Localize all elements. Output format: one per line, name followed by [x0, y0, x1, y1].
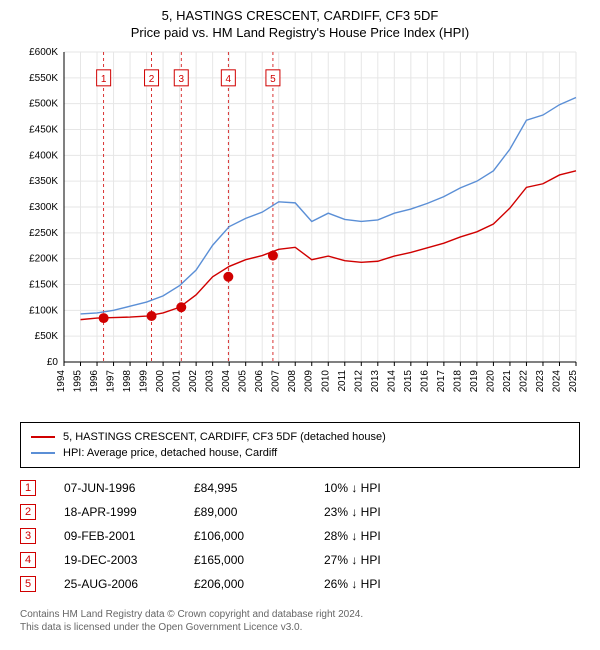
svg-text:2023: 2023 — [535, 370, 546, 393]
svg-text:£450K: £450K — [29, 125, 58, 136]
legend-label: HPI: Average price, detached house, Card… — [63, 447, 277, 459]
transaction-row: 1 07-JUN-1996£84,99510% ↓ HPI — [20, 476, 580, 500]
svg-text:2017: 2017 — [436, 370, 447, 393]
svg-text:2013: 2013 — [370, 370, 381, 393]
svg-text:4: 4 — [226, 74, 232, 85]
svg-text:2003: 2003 — [205, 370, 216, 393]
svg-text:£50K: £50K — [35, 331, 59, 342]
svg-text:1997: 1997 — [106, 370, 117, 393]
svg-text:2015: 2015 — [403, 370, 414, 393]
chart-title-block: 5, HASTINGS CRESCENT, CARDIFF, CF3 5DF P… — [8, 8, 592, 40]
svg-text:£200K: £200K — [29, 254, 58, 265]
legend-row: 5, HASTINGS CRESCENT, CARDIFF, CF3 5DF (… — [31, 429, 569, 445]
svg-text:5: 5 — [270, 74, 276, 85]
transaction-price: £84,995 — [194, 481, 324, 495]
svg-text:£500K: £500K — [29, 99, 58, 110]
transaction-table: 1 07-JUN-1996£84,99510% ↓ HPI 2 18-APR-1999… — [20, 476, 580, 596]
transaction-date: 18-APR-1999 — [64, 505, 194, 519]
title-address: 5, HASTINGS CRESCENT, CARDIFF, CF3 5DF — [8, 8, 592, 23]
transaction-price: £165,000 — [194, 553, 324, 567]
svg-text:£100K: £100K — [29, 305, 58, 316]
transaction-marker: 5 — [20, 576, 36, 592]
svg-text:1998: 1998 — [122, 370, 133, 393]
svg-text:2007: 2007 — [271, 370, 282, 393]
svg-text:2006: 2006 — [254, 370, 265, 393]
svg-text:2024: 2024 — [551, 370, 562, 393]
svg-text:2022: 2022 — [518, 370, 529, 393]
svg-text:1994: 1994 — [56, 370, 67, 393]
svg-text:£600K: £600K — [29, 47, 58, 58]
svg-text:1995: 1995 — [73, 370, 84, 393]
title-subtitle: Price paid vs. HM Land Registry's House … — [8, 25, 592, 40]
svg-text:1: 1 — [101, 74, 107, 85]
transaction-row: 4 19-DEC-2003£165,00027% ↓ HPI — [20, 548, 580, 572]
svg-text:2016: 2016 — [419, 370, 430, 393]
transaction-marker: 3 — [20, 528, 36, 544]
svg-text:£250K: £250K — [29, 228, 58, 239]
svg-text:2004: 2004 — [221, 370, 232, 393]
svg-text:2001: 2001 — [172, 370, 183, 393]
transaction-price: £106,000 — [194, 529, 324, 543]
chart-area: £0 £50K £100K £150K £200K £250K £300K £350K £400… — [20, 44, 580, 414]
transaction-diff: 10% ↓ HPI — [324, 481, 444, 495]
line-chart: £0 £50K £100K £150K £200K £250K £300K £350K £400… — [20, 44, 580, 414]
legend-row: HPI: Average price, detached house, Card… — [31, 445, 569, 461]
svg-text:£350K: £350K — [29, 176, 58, 187]
svg-text:£400K: £400K — [29, 150, 58, 161]
footer-line1: Contains HM Land Registry data © Crown c… — [20, 608, 580, 621]
svg-text:2018: 2018 — [452, 370, 463, 393]
transaction-marker: 4 — [20, 552, 36, 568]
svg-text:3: 3 — [178, 74, 184, 85]
svg-text:2008: 2008 — [287, 370, 298, 393]
svg-text:2025: 2025 — [568, 370, 579, 393]
transaction-diff: 28% ↓ HPI — [324, 529, 444, 543]
svg-text:2020: 2020 — [485, 370, 496, 393]
transaction-date: 07-JUN-1996 — [64, 481, 194, 495]
svg-text:2021: 2021 — [502, 370, 513, 393]
svg-text:2019: 2019 — [469, 370, 480, 393]
svg-text:2005: 2005 — [238, 370, 249, 393]
transaction-date: 25-AUG-2006 — [64, 577, 194, 591]
footer-attribution: Contains HM Land Registry data © Crown c… — [20, 608, 580, 634]
legend-label: 5, HASTINGS CRESCENT, CARDIFF, CF3 5DF (… — [63, 431, 386, 443]
svg-text:2010: 2010 — [320, 370, 331, 393]
transaction-row: 3 09-FEB-2001£106,00028% ↓ HPI — [20, 524, 580, 548]
svg-text:2002: 2002 — [188, 370, 199, 393]
svg-text:1996: 1996 — [89, 370, 100, 393]
legend-swatch — [31, 452, 55, 454]
footer-line2: This data is licensed under the Open Gov… — [20, 621, 580, 634]
transaction-row: 5 25-AUG-2006£206,00026% ↓ HPI — [20, 572, 580, 596]
svg-text:2014: 2014 — [386, 370, 397, 393]
svg-text:2: 2 — [149, 74, 155, 85]
transaction-marker: 1 — [20, 480, 36, 496]
transaction-price: £206,000 — [194, 577, 324, 591]
transaction-marker: 2 — [20, 504, 36, 520]
svg-text:2011: 2011 — [337, 370, 348, 392]
svg-text:1999: 1999 — [139, 370, 150, 393]
transaction-diff: 27% ↓ HPI — [324, 553, 444, 567]
svg-text:2009: 2009 — [304, 370, 315, 393]
svg-text:£300K: £300K — [29, 202, 58, 213]
transaction-diff: 26% ↓ HPI — [324, 577, 444, 591]
svg-text:2012: 2012 — [353, 370, 364, 393]
svg-text:£550K: £550K — [29, 73, 58, 84]
transaction-price: £89,000 — [194, 505, 324, 519]
svg-text:£0: £0 — [47, 357, 59, 368]
svg-text:2000: 2000 — [155, 370, 166, 393]
transaction-date: 19-DEC-2003 — [64, 553, 194, 567]
transaction-diff: 23% ↓ HPI — [324, 505, 444, 519]
svg-text:£150K: £150K — [29, 280, 58, 291]
legend: 5, HASTINGS CRESCENT, CARDIFF, CF3 5DF (… — [20, 422, 580, 468]
legend-swatch — [31, 436, 55, 438]
transaction-date: 09-FEB-2001 — [64, 529, 194, 543]
transaction-row: 2 18-APR-1999£89,00023% ↓ HPI — [20, 500, 580, 524]
